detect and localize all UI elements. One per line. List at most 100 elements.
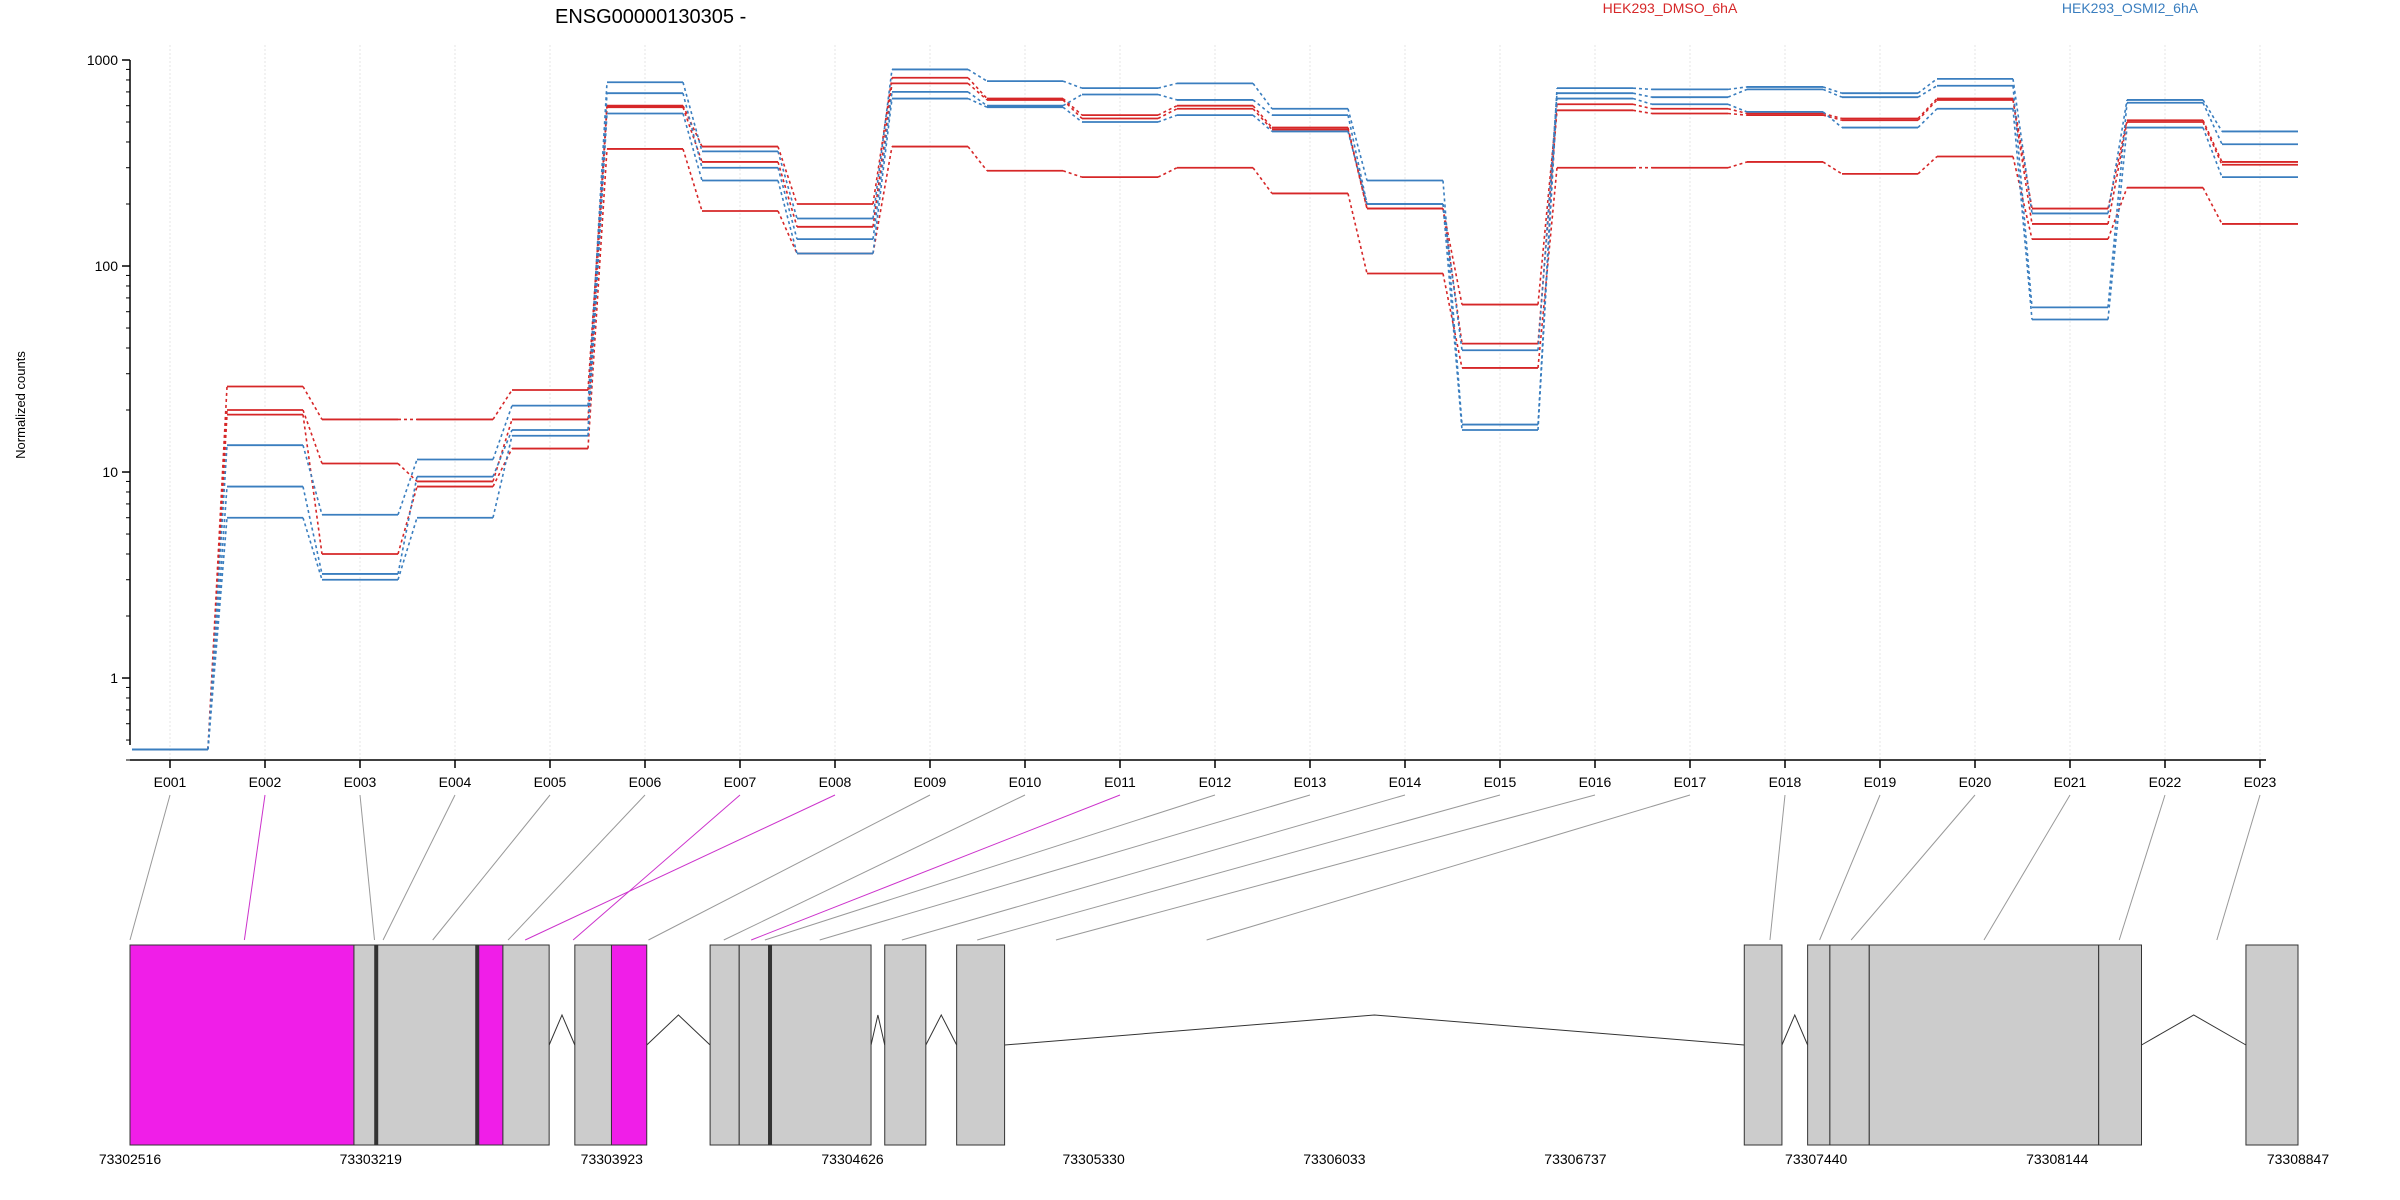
series-connector: [1157, 114, 1178, 123]
exon-connector-e006: [507, 794, 646, 941]
intron-line: [646, 1014, 711, 1046]
x-tick-label-e017: E017: [1674, 774, 1707, 790]
series-connector: [872, 98, 893, 254]
series-connector: [1062, 80, 1083, 89]
series-connector: [1632, 92, 1653, 98]
series-connector: [1727, 107, 1748, 115]
x-tick-label-e002: E002: [249, 774, 282, 790]
exon-connector-e002: [243, 794, 266, 941]
series-connector: [1252, 99, 1273, 116]
x-tick-label-e001: E001: [154, 774, 187, 790]
exon-box: [353, 944, 377, 1146]
series-connector: [1917, 78, 1938, 94]
series-connector: [2202, 127, 2223, 178]
series-connector: [2202, 187, 2223, 225]
genome-coordinate-label: 73308144: [2026, 1151, 2089, 1167]
series-connector: [1727, 112, 1748, 116]
exon-box: [769, 944, 872, 1146]
genome-coordinate-label: 73302516: [99, 1151, 162, 1167]
exon-box: [709, 944, 740, 1146]
series-connector: [1062, 97, 1083, 116]
series-connector: [302, 414, 323, 555]
exon-connector-e010: [723, 794, 1026, 941]
exon-boundary-marker: [475, 945, 480, 1145]
x-tick-label-e015: E015: [1484, 774, 1517, 790]
series-connector: [1822, 88, 1843, 98]
x-axis: E001 E002 E003 E004 E005 E006 E007 E008 E009 E010…: [130, 759, 2277, 790]
series-connector: [1632, 97, 1653, 105]
series-connector: [1442, 180, 1463, 425]
grid-lines: [169, 45, 2261, 760]
intron-line: [548, 1013, 576, 1046]
exon-connector-e018: [1769, 794, 1786, 941]
series-connector: [1347, 131, 1368, 205]
series-connector: [1727, 86, 1748, 91]
series-connector: [2202, 99, 2223, 132]
series-connector: [397, 486, 418, 555]
series-connector: [1062, 93, 1083, 107]
exon-connector-e013: [819, 794, 1311, 941]
y-tick-label: 1000: [87, 52, 118, 68]
exon-connector-e009: [648, 794, 931, 941]
series-connector: [397, 476, 418, 575]
series-connector: [1252, 82, 1273, 110]
series-connector: [492, 389, 513, 420]
x-tick-label-e010: E010: [1009, 774, 1042, 790]
series-connector: [1917, 97, 1938, 120]
series-connector: [1537, 110, 1558, 344]
series-connector: [967, 68, 988, 82]
x-tick-label-e019: E019: [1864, 774, 1897, 790]
exon-connector-e015: [977, 794, 1501, 941]
exon-connector-e003: [359, 794, 376, 941]
series-connector: [1347, 108, 1368, 181]
series-connector: [492, 435, 513, 518]
series-connector: [2107, 99, 2128, 214]
series-connector: [777, 151, 798, 219]
series-connector: [1157, 93, 1178, 101]
intron-line: [925, 1013, 958, 1046]
genome-coordinate-label: 73303219: [340, 1151, 403, 1167]
exon-box: [129, 944, 355, 1146]
x-tick-label-e018: E018: [1769, 774, 1802, 790]
series-5: [132, 97, 2298, 751]
exon-box: [738, 944, 771, 1146]
exon-connector-e008: [524, 794, 836, 941]
series-connector: [1632, 87, 1653, 91]
series-lines: [132, 68, 2298, 751]
exon-box: [1743, 944, 1783, 1146]
intron-line: [870, 1014, 886, 1046]
series-connector: [967, 146, 988, 172]
series-connector: [1347, 129, 1368, 209]
exon-connectors: [129, 794, 2261, 941]
series-connector: [1347, 193, 1368, 274]
series-connector: [1917, 99, 1938, 121]
series-connector: [587, 148, 608, 449]
series-connector: [207, 445, 228, 750]
series-connector: [777, 167, 798, 240]
x-tick-label-e016: E016: [1579, 774, 1612, 790]
intron-line: [1781, 1013, 1809, 1046]
exon-connector-e004: [382, 794, 456, 941]
series-connector: [2012, 99, 2033, 225]
exon-box: [2245, 944, 2299, 1146]
exon-connector-e019: [1819, 794, 1881, 941]
series-connector: [777, 146, 798, 205]
gene-model: 73302516 73303219 73303923 73304626 73305330…: [99, 944, 2329, 1167]
series-connector: [1442, 273, 1463, 369]
x-tick-label-e022: E022: [2149, 774, 2182, 790]
series-connector: [1917, 108, 1938, 129]
series-connector: [777, 180, 798, 254]
series-connector: [2107, 127, 2128, 320]
series-connector: [682, 82, 703, 152]
x-tick-label-e005: E005: [534, 774, 567, 790]
x-tick-label-e009: E009: [914, 774, 947, 790]
exon-connector-e021: [1983, 794, 2071, 941]
exon-box: [1829, 944, 1870, 1146]
series-connector: [1442, 208, 1463, 305]
series-connector: [302, 517, 323, 580]
x-tick-label-e003: E003: [344, 774, 377, 790]
series-connector: [1157, 108, 1178, 120]
series-connector: [1537, 98, 1558, 431]
y-tick-label: 10: [102, 464, 118, 480]
genome-coordinate-label: 73306033: [1303, 1151, 1366, 1167]
